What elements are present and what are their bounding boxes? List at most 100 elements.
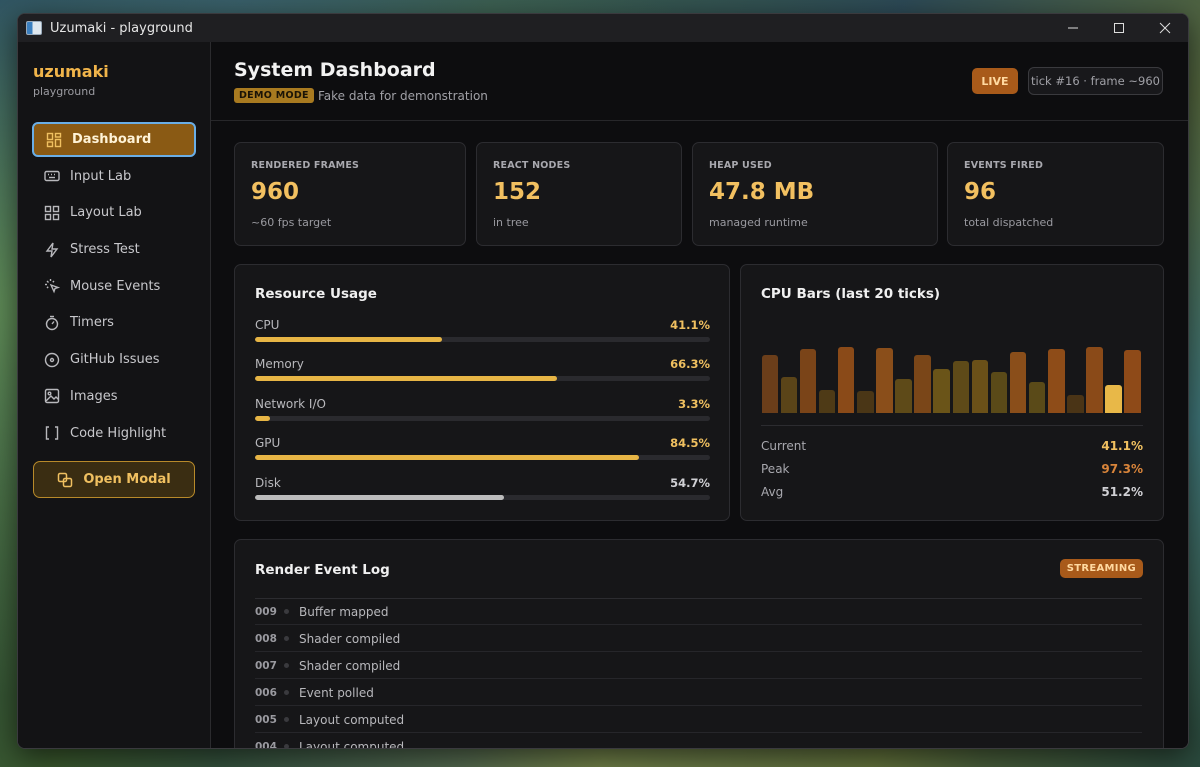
sidebar-item-label: Stress Test <box>70 242 140 258</box>
cpu-bar <box>990 372 1008 413</box>
sidebar-item-code-highlight[interactable]: Code Highlight <box>32 416 196 451</box>
resource-value: 54.7% <box>670 476 710 490</box>
cpu-bar <box>914 354 931 413</box>
sidebar-item-label: Dashboard <box>72 132 152 147</box>
log-dot-icon <box>284 717 289 722</box>
cpu-bar <box>1105 385 1122 413</box>
cpu-stat-peak: Peak 97.3% <box>761 462 1143 480</box>
cpu-bar <box>818 389 836 413</box>
open-modal-label: Open Modal <box>83 472 171 487</box>
log-row: 004 Layout computed <box>255 734 1142 748</box>
cpu-stat-current: Current 41.1% <box>761 439 1143 457</box>
resource-value: 66.3% <box>670 357 710 371</box>
sidebar-item-label: Timers <box>70 315 114 331</box>
sidebar-item-stress-test[interactable]: Stress Test <box>32 232 196 267</box>
page-title: System Dashboard <box>234 59 436 81</box>
cpu-bar <box>971 359 989 413</box>
stat-subtext: total dispatched <box>964 216 1054 229</box>
log-number: 009 <box>255 605 277 618</box>
sidebar-item-dashboard[interactable]: Dashboard <box>32 122 196 157</box>
sidebar-item-label: GitHub Issues <box>70 352 160 368</box>
sidebar-item-mouse-events[interactable]: Mouse Events <box>32 269 196 304</box>
tick-counter: tick #16 · frame ~960 <box>1028 67 1163 95</box>
app-window: Uzumaki - playground uzumaki playground … <box>17 13 1189 749</box>
progress-track <box>255 376 710 381</box>
progress-fill <box>255 455 640 460</box>
log-dot-icon <box>284 690 289 695</box>
title-bar[interactable]: Uzumaki - playground <box>18 14 1188 42</box>
sidebar-item-input-lab[interactable]: Input Lab <box>32 159 196 194</box>
sidebar-item-label: Code Highlight <box>70 425 167 441</box>
cpu-bar <box>1028 382 1046 413</box>
live-badge: LIVE <box>972 68 1018 94</box>
log-number: 008 <box>255 632 277 645</box>
keyboard-icon <box>44 168 60 184</box>
sidebar-nav: Dashboard Input Lab Layout Lab Stress Te… <box>32 122 196 452</box>
cpu-bars-panel: CPU Bars (last 20 ticks) Current 41.1% P… <box>740 264 1164 521</box>
log-dot-icon <box>284 744 289 748</box>
close-button[interactable] <box>1142 14 1188 42</box>
resource-name: Memory <box>255 357 304 371</box>
resource-name: Network I/O <box>255 397 326 411</box>
cpu-bar <box>952 361 970 413</box>
log-number: 006 <box>255 686 277 699</box>
event-log-list[interactable]: 009 Buffer mapped 008 Shader compiled 007 Sha… <box>255 598 1142 748</box>
demo-mode-badge: DEMO MODE <box>234 88 314 103</box>
resource-name: CPU <box>255 318 280 332</box>
cpu-bar <box>799 349 817 413</box>
cpu-stat-label: Current <box>761 439 807 453</box>
minimize-button[interactable] <box>1050 14 1096 42</box>
window-controls <box>1050 14 1188 42</box>
stat-card-events: EVENTS FIRED 96 total dispatched <box>947 142 1164 246</box>
progress-track <box>255 455 710 460</box>
resource-row-network: Network I/O 3.3% <box>255 397 710 427</box>
cpu-bar <box>895 379 912 413</box>
stat-card-heap: HEAP USED 47.8 MB managed runtime <box>692 142 938 246</box>
open-modal-button[interactable]: Open Modal <box>33 461 195 498</box>
brand: uzumaki playground <box>33 62 109 98</box>
maximize-button[interactable] <box>1096 14 1142 42</box>
progress-track <box>255 337 710 342</box>
sidebar-item-label: Mouse Events <box>70 278 161 294</box>
log-number: 007 <box>255 659 277 672</box>
divider <box>761 425 1143 426</box>
sidebar-item-timers[interactable]: Timers <box>32 305 196 340</box>
log-row: 008 Shader compiled <box>255 626 1142 652</box>
stat-value: 960 <box>251 179 300 205</box>
maximize-icon <box>1114 23 1124 33</box>
progress-fill <box>255 376 557 381</box>
resource-row-disk: Disk 54.7% <box>255 476 710 506</box>
timer-icon <box>44 315 60 331</box>
cpu-bar <box>1009 352 1027 413</box>
sidebar-item-label: Layout Lab <box>70 205 142 221</box>
page-subtitle: Fake data for demonstration <box>318 89 488 103</box>
brackets-icon <box>44 425 60 441</box>
sidebar-item-images[interactable]: Images <box>32 379 196 414</box>
cpu-stat-value: 41.1% <box>1101 439 1143 453</box>
grid-icon <box>46 132 62 148</box>
window-title: Uzumaki - playground <box>50 20 193 36</box>
stat-subtext: managed runtime <box>709 216 808 229</box>
stat-value: 47.8 MB <box>709 179 815 205</box>
issue-icon <box>44 352 60 368</box>
log-dot-icon <box>284 636 289 641</box>
panel-title: Resource Usage <box>255 286 377 302</box>
resource-name: Disk <box>255 476 281 490</box>
resource-value: 3.3% <box>678 397 710 411</box>
cpu-bar <box>1048 349 1065 413</box>
cpu-bar <box>1067 394 1084 413</box>
progress-track <box>255 416 710 421</box>
cursor-click-icon <box>44 278 60 294</box>
modal-icon <box>58 472 73 487</box>
cpu-bar <box>1124 350 1141 413</box>
sidebar-item-github-issues[interactable]: GitHub Issues <box>32 342 196 377</box>
sidebar-item-layout-lab[interactable]: Layout Lab <box>32 195 196 230</box>
progress-fill <box>255 495 504 500</box>
cpu-bar <box>780 376 798 413</box>
render-event-log-panel: Render Event Log STREAMING 009 Buffer map… <box>234 539 1164 748</box>
log-row: 005 Layout computed <box>255 707 1142 733</box>
cpu-bar <box>761 355 779 413</box>
close-icon <box>1159 22 1171 34</box>
cpu-stat-value: 97.3% <box>1101 462 1143 476</box>
resource-value: 84.5% <box>670 436 710 450</box>
